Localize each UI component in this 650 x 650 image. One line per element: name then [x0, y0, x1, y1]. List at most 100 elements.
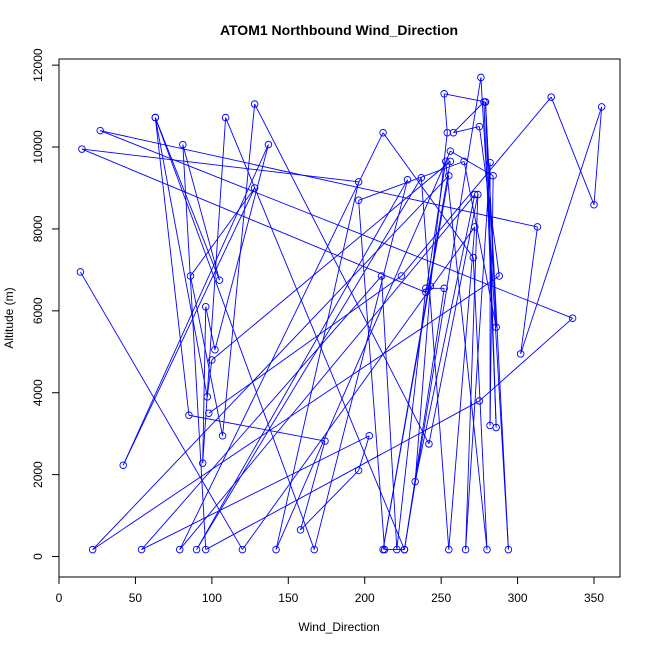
series-segment	[448, 226, 476, 550]
data-point	[96, 126, 105, 135]
data-point	[119, 461, 127, 469]
x-axis-label: Wind_Direction	[298, 620, 379, 634]
x-axis: 0 50 100 150 200 250 300 350	[56, 576, 604, 605]
data-point	[221, 113, 230, 122]
series-segment	[465, 194, 479, 550]
series-segment	[154, 117, 220, 281]
data-point	[446, 147, 455, 155]
series-points-group	[76, 73, 606, 554]
series-segment	[480, 77, 509, 550]
data-point	[76, 268, 85, 276]
series-segment	[100, 130, 573, 319]
series-segment	[414, 194, 476, 482]
series-segment	[396, 288, 427, 550]
data-point	[185, 411, 193, 420]
data-point	[425, 440, 433, 448]
series-segment	[211, 161, 451, 361]
series-segment	[420, 177, 450, 550]
series-segment	[425, 161, 447, 293]
data-point	[504, 545, 513, 554]
series-segment	[450, 150, 494, 177]
data-point	[547, 93, 555, 101]
series-segment	[141, 275, 382, 550]
series-segment	[520, 106, 603, 354]
series-segment	[275, 181, 360, 550]
data-point	[426, 282, 435, 291]
y-axis-label: Altitude (m)	[2, 287, 16, 348]
data-point	[78, 145, 86, 153]
series-segment	[214, 144, 269, 350]
series-segment	[550, 96, 595, 205]
series-segment	[358, 435, 370, 471]
data-point	[354, 196, 363, 205]
data-point	[471, 190, 479, 199]
series-segment	[445, 161, 488, 550]
data-point	[215, 276, 224, 284]
series-segment	[81, 148, 427, 293]
data-point	[597, 103, 606, 111]
y-tick-label: 10000	[31, 130, 45, 164]
data-point	[296, 526, 305, 534]
data-point	[489, 171, 497, 180]
x-tick-label: 300	[508, 591, 528, 605]
series-segment	[463, 161, 497, 328]
series-segment	[205, 306, 216, 350]
y-tick-label: 6000	[31, 297, 45, 324]
series-segment	[182, 144, 220, 281]
series-segment	[202, 117, 227, 464]
series-segment	[520, 226, 538, 354]
data-point	[208, 356, 216, 364]
data-point	[179, 140, 187, 149]
data-point	[474, 190, 482, 199]
data-point	[422, 284, 430, 293]
data-point	[272, 545, 280, 554]
series-segment	[313, 179, 408, 550]
data-point	[469, 253, 478, 262]
series-segment	[179, 132, 384, 550]
data-point	[354, 466, 363, 475]
series-segment	[478, 126, 500, 277]
data-point	[201, 302, 210, 311]
series-segment	[358, 200, 386, 550]
data-point	[443, 128, 452, 137]
data-point	[400, 545, 409, 554]
series-segment	[141, 435, 370, 550]
data-point	[238, 545, 247, 554]
data-point	[354, 178, 363, 186]
series-segment	[81, 148, 359, 183]
series-segment	[154, 117, 208, 397]
series-segment	[404, 288, 445, 550]
data-point	[192, 545, 201, 554]
x-tick-label: 250	[431, 591, 451, 605]
series-segment	[190, 187, 256, 277]
data-point	[250, 184, 259, 192]
data-point	[211, 345, 219, 354]
y-tick-label: 4000	[31, 379, 45, 406]
data-point	[441, 157, 450, 166]
series-segment	[190, 275, 224, 436]
data-point	[475, 122, 484, 131]
series-segment	[381, 276, 398, 550]
series-segment	[428, 194, 479, 445]
data-point	[321, 437, 329, 445]
series-segment	[444, 93, 486, 103]
series-segment	[485, 101, 497, 428]
data-point	[483, 545, 491, 554]
series-segment	[401, 96, 552, 277]
series-segment	[479, 317, 573, 402]
data-point	[151, 113, 160, 122]
chart-title: ATOM1 Northbound Wind_Direction	[220, 22, 458, 38]
x-tick-label: 150	[278, 591, 298, 605]
series-segment	[188, 414, 326, 442]
data-point	[440, 90, 448, 98]
series-segment	[196, 177, 422, 550]
data-point	[264, 140, 273, 149]
data-point	[492, 323, 500, 331]
series-line-group	[80, 77, 603, 551]
plot-area-frame	[58, 58, 621, 578]
data-point	[203, 393, 212, 401]
series-segment	[453, 101, 485, 134]
x-tick-label: 200	[355, 591, 375, 605]
data-point	[88, 545, 97, 554]
data-point	[393, 545, 401, 554]
